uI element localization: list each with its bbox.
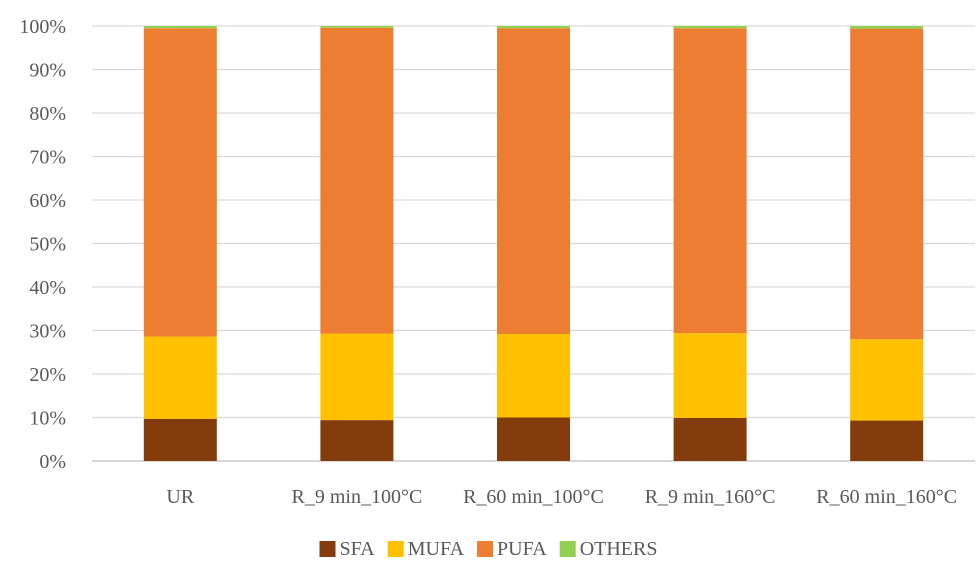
legend-label: PUFA (497, 538, 547, 560)
bar-segment-sfa (497, 417, 570, 461)
bar-segment-pufa (673, 28, 747, 334)
bar-segment-sfa (143, 418, 217, 461)
legend-label: OTHERS (580, 538, 658, 560)
legend-label: SFA (340, 538, 376, 560)
bar-segment-pufa (143, 28, 217, 337)
y-tick-label: 70% (29, 147, 66, 169)
y-axis: 0% 10% 20% 30% 40% 50% 60% 70% 80% 90% 100% (19, 16, 66, 473)
bar-segment-mufa (497, 333, 570, 418)
bar-segment-mufa (673, 333, 747, 418)
bar-segment-mufa (320, 333, 394, 421)
y-tick-label: 100% (19, 16, 66, 38)
y-tick-label: 0% (39, 451, 66, 473)
bar-segment-mufa (850, 339, 924, 421)
x-tick-label: R_60 min_160°C (816, 486, 957, 508)
legend-swatch-mufa (387, 541, 404, 557)
bar-segment-others (673, 26, 747, 29)
bar-segment-sfa (320, 420, 394, 461)
legend-swatch-sfa (319, 541, 336, 557)
bar-segment-pufa (320, 27, 394, 334)
y-tick-label: 30% (29, 321, 66, 343)
bar-segment-others (497, 26, 570, 29)
bar-stack (673, 26, 747, 461)
bar-stack (143, 26, 217, 461)
x-tick-label: R_9 min_100°C (292, 486, 423, 508)
bar-segment-mufa (143, 336, 217, 419)
legend-swatch-pufa (477, 541, 494, 557)
y-tick-label: 80% (29, 103, 66, 125)
bars (143, 26, 924, 461)
bar-segment-others (320, 26, 394, 28)
y-tick-label: 40% (29, 277, 66, 299)
x-tick-label: R_60 min_100°C (463, 486, 604, 508)
bar-segment-pufa (497, 28, 570, 334)
bar-segment-sfa (850, 420, 924, 461)
bar-stack (850, 26, 924, 461)
y-tick-label: 90% (29, 60, 66, 82)
bar-segment-others (143, 26, 217, 29)
bar-segment-others (850, 26, 924, 29)
y-tick-label: 60% (29, 190, 66, 212)
x-axis: UR R_9 min_100°C R_60 min_100°C R_9 min_160… (166, 486, 957, 508)
legend: SFA MUFA PUFA OTHERS (319, 538, 658, 560)
legend-label: MUFA (408, 538, 465, 560)
y-tick-label: 20% (29, 364, 66, 386)
legend-swatch-others (559, 541, 576, 557)
y-tick-label: 10% (29, 408, 66, 430)
bar-segment-pufa (850, 28, 924, 340)
bar-stack (320, 26, 394, 461)
y-tick-label: 50% (29, 234, 66, 256)
bar-segment-sfa (673, 417, 747, 461)
x-tick-label: R_9 min_160°C (645, 486, 776, 508)
bar-stack (497, 26, 570, 461)
x-tick-label: UR (166, 486, 194, 508)
